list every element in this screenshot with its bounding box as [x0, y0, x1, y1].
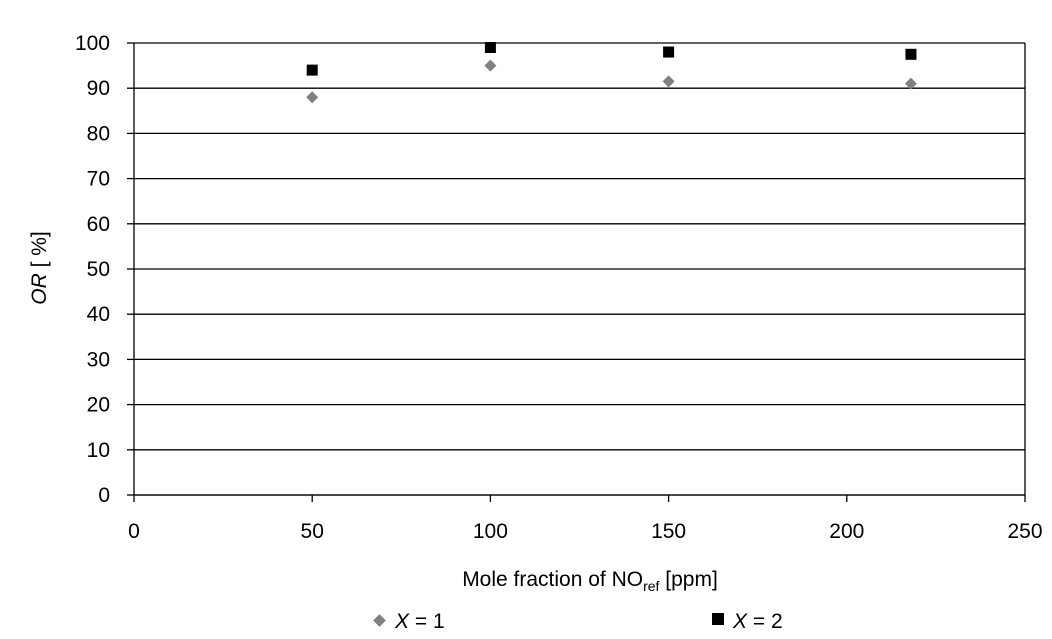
legend-label-x2: X = 2 [732, 610, 783, 633]
legend-marker-square [712, 613, 724, 625]
point-x1-diamond [484, 59, 497, 72]
point-x1-diamond [306, 91, 319, 104]
axes [127, 42, 1026, 502]
x-axis-title: Mole fraction of NOref [ppm] [462, 568, 718, 594]
y-axis-title: OR [ %] [28, 231, 51, 305]
legend-item-x1: X = 1 [373, 610, 445, 633]
legend-item-x2: X = 2 [712, 610, 783, 633]
x-tick-label: 0 [128, 520, 140, 543]
x-tick-label: 50 [301, 520, 324, 543]
legend: X = 1 X = 2 [373, 610, 783, 633]
y-tick-label: 80 [87, 122, 110, 145]
y-tick-label: 10 [87, 439, 110, 462]
point-x2-square [306, 64, 318, 76]
y-tick-label: 0 [98, 484, 110, 507]
y-tick-label: 60 [87, 213, 110, 236]
legend-label-x1: X = 1 [394, 610, 445, 633]
point-x2-square [905, 48, 917, 60]
y-tick-label: 20 [87, 394, 110, 417]
y-tick-label: 50 [87, 258, 110, 281]
legend-marker-diamond [373, 614, 386, 627]
y-tick-label: 90 [87, 77, 110, 100]
gridlines [134, 42, 1025, 496]
point-x2-square [663, 46, 675, 58]
tick-labels: 0 10 20 30 40 50 60 70 80 90 100 0 50 100 150 200 250 [75, 32, 1043, 543]
y-tick-label: 70 [87, 168, 110, 191]
x-tick-label: 250 [1007, 520, 1042, 543]
x-tick-label: 100 [473, 520, 508, 543]
x-tick-label: 150 [651, 520, 686, 543]
point-x2-square [484, 42, 496, 54]
y-tick-label: 40 [87, 303, 110, 326]
y-tick-label: 30 [87, 348, 110, 371]
y-tick-label: 100 [75, 32, 110, 55]
x-tick-label: 200 [829, 520, 864, 543]
point-x1-diamond [662, 75, 675, 88]
data-points [306, 42, 917, 104]
point-x1-diamond [904, 77, 917, 90]
